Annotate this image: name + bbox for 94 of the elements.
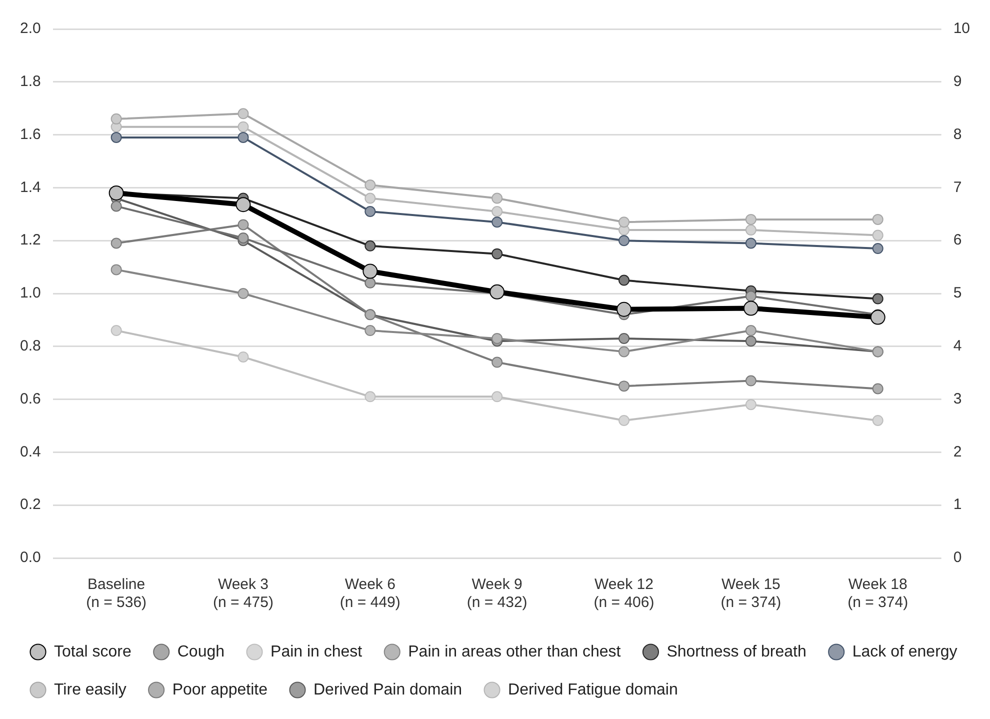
point	[110, 264, 122, 276]
y-tick-label: 0.4	[20, 443, 41, 460]
point	[110, 132, 122, 143]
point	[490, 284, 505, 300]
point	[492, 248, 503, 260]
point	[492, 216, 503, 228]
point	[870, 310, 886, 325]
point	[238, 132, 249, 143]
point	[745, 336, 756, 347]
point	[618, 274, 630, 286]
x-tick-label: Week 6 (n = 449)	[340, 576, 400, 612]
legend-label: Cough	[177, 643, 225, 660]
y-tick-label: 0.2	[20, 496, 41, 514]
legend-label: Derived Pain domain	[313, 681, 462, 698]
x-tick-label: Week 15 (n = 374)	[720, 576, 782, 612]
y2-tick-label: 3	[953, 390, 962, 408]
point	[238, 232, 249, 244]
point	[238, 219, 249, 230]
legend-label: Lack of energy	[852, 643, 958, 660]
point	[492, 391, 503, 402]
point	[108, 185, 124, 200]
point	[110, 113, 122, 124]
y2-tick-label: 0	[953, 549, 962, 566]
point	[110, 325, 122, 336]
y-tick-label: 0.6	[20, 390, 41, 408]
legend-label: Poor appetite	[172, 681, 268, 698]
point	[745, 399, 756, 410]
point	[364, 192, 376, 204]
point	[618, 216, 630, 228]
point	[745, 238, 756, 249]
point	[492, 206, 503, 218]
x-tick-label: Week 18 (n = 374)	[848, 576, 908, 612]
y-tick-label: 1.4	[20, 178, 41, 196]
point	[362, 264, 378, 279]
y-tick-label: 1.8	[20, 73, 41, 90]
point	[618, 346, 630, 358]
point	[745, 375, 756, 386]
y2-tick-label: 8	[953, 126, 962, 143]
legend-label: Derived Fatigue domain	[508, 681, 678, 698]
point	[364, 206, 376, 218]
point	[872, 230, 884, 241]
legend-label: Total score	[54, 643, 132, 660]
point	[618, 332, 630, 344]
point	[492, 332, 503, 344]
point	[872, 414, 884, 426]
point	[872, 243, 884, 254]
point	[364, 180, 376, 191]
point	[492, 192, 503, 204]
point	[745, 214, 756, 225]
legend-label: Shortness of breath	[666, 643, 806, 660]
y2-tick-label: 6	[953, 232, 962, 249]
point	[872, 293, 884, 304]
point	[110, 200, 122, 212]
y2-tick-label: 2	[953, 443, 962, 460]
point	[238, 351, 249, 362]
y2-tick-label: 10	[953, 20, 970, 38]
point	[364, 391, 376, 402]
x-tick-label: Week 3 (n = 475)	[213, 576, 274, 612]
point	[618, 414, 630, 426]
y2-tick-label: 7	[953, 178, 962, 196]
y2-tick-label: 9	[953, 73, 962, 90]
point	[872, 383, 884, 394]
point	[745, 290, 756, 302]
x-tick-label: Week 9 (n = 432)	[466, 576, 528, 612]
point	[618, 380, 630, 392]
point	[238, 108, 249, 120]
point	[364, 277, 376, 288]
point	[236, 197, 251, 212]
y2-tick-label: 1	[953, 496, 962, 514]
y-tick-label: 2.0	[20, 20, 41, 38]
legend-label: Pain in chest	[270, 643, 363, 660]
legend-label: Pain in areas other than chest	[408, 643, 622, 660]
point	[872, 214, 884, 225]
point	[364, 325, 376, 336]
point	[743, 300, 758, 316]
y-tick-label: 1.2	[20, 232, 41, 249]
y-tick-label: 1.6	[20, 126, 41, 143]
point	[238, 288, 249, 299]
y2-tick-label: 5	[953, 284, 962, 302]
point	[745, 325, 756, 336]
y-tick-label: 0.8	[20, 338, 41, 355]
point	[492, 356, 503, 368]
point	[618, 235, 630, 246]
y-tick-label: 1.0	[20, 284, 41, 302]
point	[616, 302, 632, 317]
point	[364, 240, 376, 252]
y-tick-label: 0.0	[20, 549, 41, 566]
x-tick-label: Baseline (n = 536)	[86, 576, 147, 612]
x-tick-label: Week 12 (n = 406)	[594, 576, 654, 612]
point	[745, 224, 756, 236]
y2-tick-label: 4	[953, 338, 962, 355]
point	[110, 238, 122, 249]
point	[238, 121, 249, 132]
legend-label: Tire easily	[54, 681, 126, 698]
